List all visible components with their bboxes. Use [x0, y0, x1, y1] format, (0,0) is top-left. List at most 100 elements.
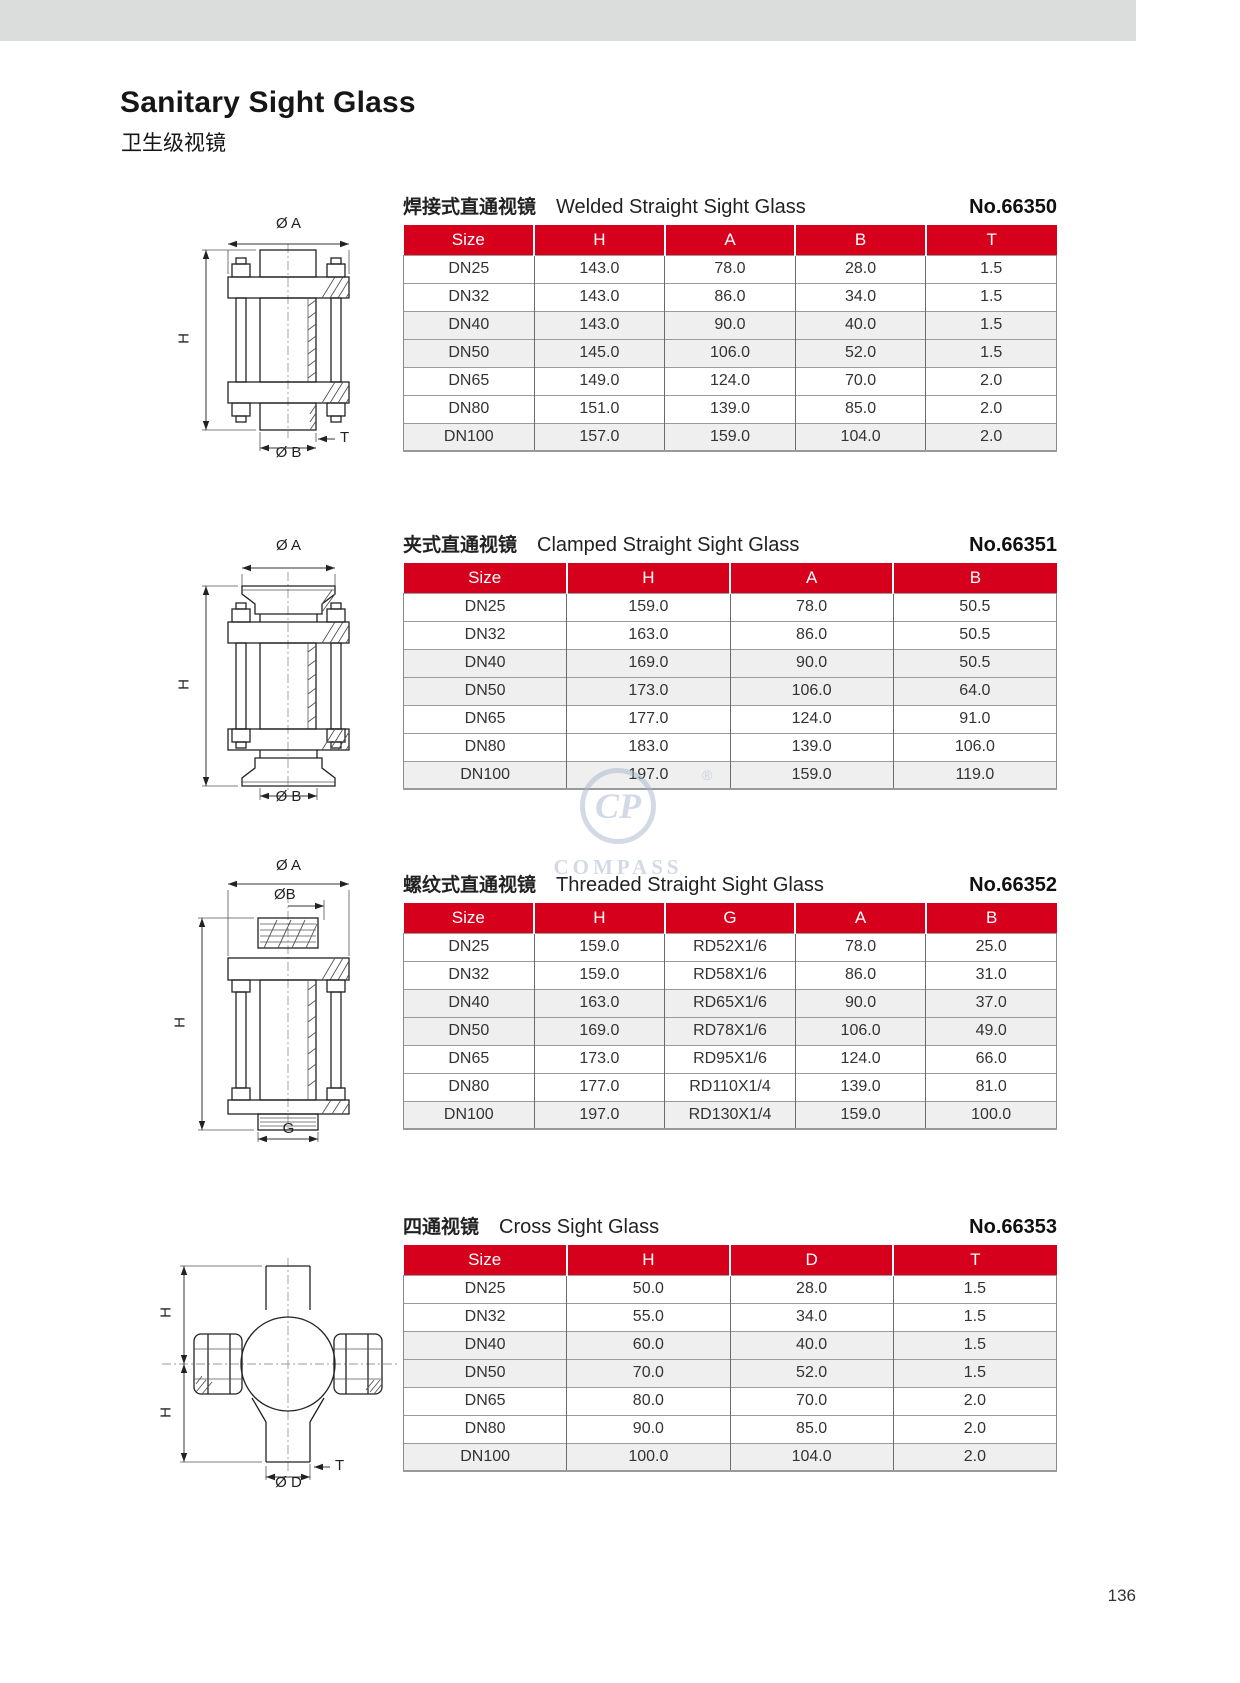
table-cell: 2.0	[925, 366, 1057, 395]
table-cell: 183.0	[566, 732, 730, 761]
dim-label-height: H	[171, 1017, 189, 1028]
column-header: A	[794, 903, 926, 933]
column-header: T	[924, 225, 1057, 255]
table-cell: RD78X1/6	[664, 1016, 796, 1045]
table-cell: DN40	[403, 988, 535, 1017]
table-cell: 40.0	[729, 1330, 894, 1359]
spec-table-welded: Size H A B T DN25 143.0 78.0 28.0 1.5 DN32 143.0 86…	[403, 225, 1057, 452]
section-title-cn: 夹式直通视镜	[403, 535, 518, 556]
table-cell: DN50	[402, 676, 567, 705]
table-cell: 100.0	[925, 1100, 1057, 1129]
dim-label-diameter-a: Ø A	[275, 537, 301, 554]
table-cell: 50.0	[566, 1274, 730, 1303]
table-cell: 70.0	[729, 1386, 894, 1415]
table-cell: 50.5	[892, 620, 1058, 649]
table-cell: 2.0	[892, 1414, 1058, 1443]
model-number: No.66351	[969, 534, 1057, 556]
table-cell: DN100	[403, 422, 535, 451]
table-cell: 34.0	[729, 1302, 894, 1331]
column-header: G	[663, 903, 796, 933]
table-header-row: Size H A B	[403, 563, 1057, 593]
table-cell: 106.0	[664, 338, 796, 367]
table-cell: DN80	[402, 732, 567, 761]
table-cell: 106.0	[892, 732, 1058, 761]
table-cell: 86.0	[729, 620, 894, 649]
table-cell: 78.0	[664, 254, 796, 283]
table-row: DN65 80.0 70.0 2.0	[402, 1386, 1058, 1415]
table-cell: 124.0	[794, 1044, 926, 1073]
table-body: DN25 159.0 RD52X1/6 78.0 25.0 DN32 159.0 RD58X1…	[403, 932, 1057, 1129]
table-row: DN40 163.0 RD65X1/6 90.0 37.0	[403, 988, 1057, 1017]
table-cell: 149.0	[533, 366, 665, 395]
section-title-cn: 四通视镜	[403, 1217, 480, 1238]
page-title: Sanitary Sight Glass	[120, 86, 416, 119]
table-cell: DN25	[403, 254, 535, 283]
column-header: H	[565, 563, 730, 593]
table-cell: DN65	[402, 704, 567, 733]
table-row: DN65 177.0 124.0 91.0	[402, 704, 1058, 733]
dim-label-diameter-b: Ø B	[275, 788, 302, 805]
table-header-row: Size H A B T	[403, 225, 1057, 255]
section-title-en: Welded Straight Sight Glass	[556, 196, 806, 218]
table-row: DN100 197.0 159.0 119.0	[402, 760, 1058, 789]
table-cell: RD52X1/6	[664, 932, 796, 961]
table-cell: DN80	[403, 1072, 535, 1101]
section-threaded-straight-sight-glass: Ø A ØB H G 螺纹式直通视镜 Threaded Straight Sig…	[0, 857, 1240, 1170]
table-cell: DN100	[403, 1100, 535, 1129]
table-cell: 143.0	[533, 282, 665, 311]
section-header: 螺纹式直通视镜 Threaded Straight Sight Glass No…	[403, 870, 1057, 897]
table-row: DN80 90.0 85.0 2.0	[402, 1414, 1058, 1443]
column-header: A	[728, 563, 894, 593]
threaded-sight-glass-diagram	[198, 880, 350, 1143]
table-cell: 143.0	[533, 254, 665, 283]
drawing-cross-sight-glass: H H T Ø D	[138, 1246, 415, 1491]
table-cell: 86.0	[664, 282, 796, 311]
section-cross-sight-glass: H H T Ø D 四通视镜 Cross Sight Glass No.6635…	[0, 1212, 1240, 1512]
table-cell: 159.0	[566, 592, 730, 621]
page-subtitle-cn: 卫生级视镜	[121, 132, 226, 155]
dim-label-thread: G	[282, 1120, 295, 1137]
table-cell: 1.5	[925, 282, 1057, 311]
column-header: Size	[403, 903, 535, 933]
dim-label-diameter-d: Ø D	[275, 1474, 302, 1491]
table-cell: 28.0	[794, 254, 926, 283]
table-cell: DN65	[403, 1044, 535, 1073]
table-cell: DN32	[402, 620, 567, 649]
table-row: DN32 163.0 86.0 50.5	[402, 620, 1058, 649]
table-cell: 28.0	[729, 1274, 894, 1303]
table-row: DN80 151.0 139.0 85.0 2.0	[403, 394, 1057, 423]
dim-label-diameter-b: Ø B	[275, 444, 302, 461]
column-header: Size	[403, 563, 567, 593]
table-cell: DN50	[403, 1016, 535, 1045]
table-cell: 34.0	[794, 282, 926, 311]
table-cell: 106.0	[794, 1016, 926, 1045]
page-number: 136	[1107, 1586, 1136, 1605]
table-row: DN32 55.0 34.0 1.5	[402, 1302, 1058, 1331]
table-cell: 2.0	[925, 422, 1057, 451]
table-cell: 159.0	[794, 1100, 926, 1129]
table-row: DN50 173.0 106.0 64.0	[402, 676, 1058, 705]
table-cell: 81.0	[925, 1072, 1057, 1101]
section-welded-straight-sight-glass: Ø A H T Ø B 焊接式直通视镜 Welded Straight Sigh…	[0, 192, 1240, 492]
section-title-cn: 螺纹式直通视镜	[403, 875, 537, 896]
clamped-sight-glass-diagram	[202, 564, 350, 800]
column-header: T	[892, 1245, 1057, 1275]
section-title-cn: 焊接式直通视镜	[403, 197, 537, 218]
column-header: D	[728, 1245, 894, 1275]
table-row: DN40 169.0 90.0 50.5	[402, 648, 1058, 677]
welded-sight-glass-diagram	[202, 240, 350, 452]
table-cell: DN40	[402, 1330, 567, 1359]
dim-label-height-upper: H	[157, 1307, 175, 1318]
table-cell: 86.0	[794, 960, 926, 989]
table-cell: 1.5	[892, 1274, 1058, 1303]
table-cell: DN40	[402, 648, 567, 677]
column-header: A	[663, 225, 796, 255]
table-cell: 2.0	[925, 394, 1057, 423]
table-cell: 159.0	[729, 760, 894, 789]
column-header: Size	[403, 1245, 567, 1275]
table-cell: DN32	[403, 282, 535, 311]
spec-table-clamped: Size H A B DN25 159.0 78.0 50.5 DN32 163.0 86.0 50…	[402, 563, 1058, 790]
table-header-row: Size H D T	[403, 1245, 1057, 1275]
column-header: H	[533, 903, 665, 933]
spec-table-cross: Size H D T DN25 50.0 28.0 1.5 DN32 55.0 34.0 1.5 DN…	[402, 1245, 1058, 1472]
